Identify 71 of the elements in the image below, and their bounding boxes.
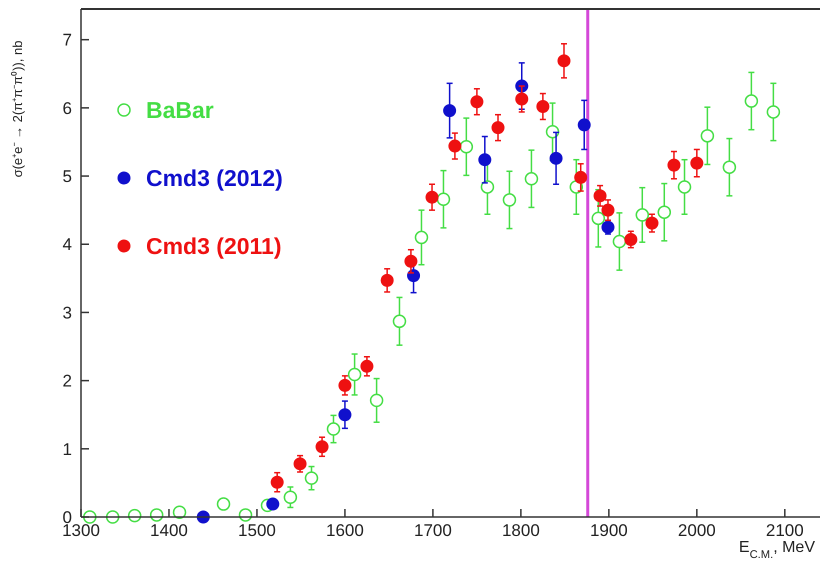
point [578,118,591,132]
point [690,156,704,170]
y-tick-label: 3 [62,303,72,322]
point [515,92,528,106]
point [645,216,658,230]
point [612,234,626,248]
point [370,394,384,408]
point [216,497,230,511]
point [460,140,474,154]
x-axis-title: E$_{C.M.}$, MeV [738,539,816,561]
y-tick-label: 6 [62,98,72,118]
point [316,440,329,454]
point [338,378,352,392]
point [478,153,492,166]
y-tick-label: 7 [62,30,72,50]
legend-label: Cmd3 (2012) [146,165,283,191]
point [557,54,570,68]
point [294,457,307,470]
x-tick-label: 1800 [502,521,540,540]
point [270,476,284,489]
point [414,230,428,244]
x-tick-label: 1400 [150,521,188,540]
point [392,314,406,328]
point [722,160,736,174]
point [744,94,758,108]
point [348,368,362,382]
point [594,189,607,202]
point [426,190,439,204]
y-tick-label: 2 [62,372,72,391]
point [492,121,505,134]
point [284,490,298,504]
point [658,205,672,219]
point [766,105,780,119]
x-tick-label: 1900 [590,521,628,540]
point [266,498,280,511]
x-tick-label: 1600 [326,521,364,540]
point [667,158,680,172]
point [436,192,450,206]
legend-label: BaBar [146,97,214,123]
point [700,129,714,143]
point [524,172,538,186]
point [338,408,352,422]
y-tick-label: 1 [62,440,72,459]
point [502,193,516,207]
point [443,104,456,118]
y-tick-label: 4 [62,235,72,254]
point [601,204,614,217]
point [592,212,606,226]
point [624,232,638,246]
point [360,360,374,373]
x-tick-label: 2000 [678,521,716,540]
y-tick-label: 5 [62,167,72,186]
point [574,170,588,184]
point [380,274,394,287]
point [536,100,550,114]
point [550,152,563,165]
legend-label: Cmd3 (2011) [146,233,282,259]
point [480,180,494,194]
x-tick-label: 2100 [766,521,804,540]
point [326,422,340,436]
point [404,254,418,268]
point [304,471,318,485]
point [448,140,462,153]
y-axis-title: σ(e⁺e⁻ → 2(π⁺π⁻π⁰)), nb [10,40,25,178]
x-tick-label: 1700 [414,521,452,540]
point [601,220,614,234]
point [636,208,650,222]
point [678,180,692,194]
point [172,505,186,519]
point [470,95,484,108]
x-tick-label: 1500 [238,521,276,540]
